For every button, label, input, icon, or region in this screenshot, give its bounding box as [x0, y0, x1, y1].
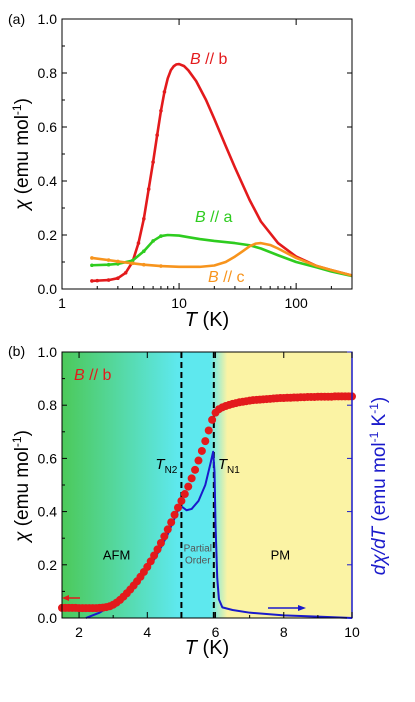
panel-b-transition-labels: TN2 TN1 — [155, 456, 240, 476]
panel-a: (a) 0.00.20.40.60.81.0 1 10 100 B // bB //… — [8, 11, 353, 331]
panel-b-chi-point-38 — [187, 474, 196, 483]
panel-a-series-line-2 — [91, 241, 353, 277]
panel-b-chi-point-42 — [201, 437, 210, 446]
panel-b-x-axis-label: T (K) — [185, 637, 229, 659]
panel-a-point-1-0 — [90, 263, 94, 268]
panel-a-y-tick-label-0: 0.0 — [38, 281, 58, 297]
panel-b-label: (b) — [8, 343, 25, 359]
panel-b-y-tick-label-1: 0.2 — [38, 557, 58, 573]
panel-b-y-tick-label-2: 0.4 — [38, 504, 58, 520]
panel-b-chi-point-30 — [160, 532, 169, 541]
panel-b-left-arrow — [62, 595, 80, 601]
panel-a-point-2-1 — [106, 258, 111, 262]
panel-a-point-2-5 — [159, 264, 163, 268]
panel-a-point-0-11 — [159, 109, 163, 113]
panel-a-point-0-3 — [116, 276, 120, 281]
panel-a-point-0-8 — [146, 187, 151, 191]
panel-a-point-0-4 — [123, 271, 128, 275]
panel-b-chi-point-40 — [194, 456, 203, 465]
panel-a-series-label-2: B // c — [208, 269, 244, 286]
panel-a-y-axis-label: χ (emu mol-1) — [10, 98, 33, 212]
panel-b-chi-point-44 — [208, 415, 217, 424]
panel-b-title: B // b — [74, 367, 111, 384]
panel-b-x-tick-label-2: 6 — [212, 624, 220, 640]
panel-b-chi-point-43 — [204, 426, 213, 435]
panel-b-chi-point-31 — [163, 525, 172, 534]
panel-a-x-axis-label: T (K) — [185, 309, 229, 331]
panel-a-series-labels: B // b B // a B // c — [190, 51, 244, 286]
panel-b-transition-label-1: TN1 — [218, 456, 240, 476]
panel-b-chi-point-34 — [174, 503, 182, 512]
panel-a-y-tick-label-4: 0.8 — [38, 65, 58, 81]
panel-b-x-tick-label-4: 10 — [344, 624, 360, 640]
panel-a-point-2-4 — [142, 262, 146, 267]
panel-b-y-ticks: 0.0 0.2 0.4 0.6 0.8 1.0 — [38, 344, 352, 626]
panel-a-series — [90, 62, 353, 283]
panel-b-chi-point-36 — [180, 490, 189, 499]
panel-a-point-1-1 — [106, 262, 111, 267]
panel-a-point-1-6 — [159, 234, 163, 238]
panel-b-chi-point-37 — [184, 482, 193, 491]
panel-a-y-tick-label-2: 0.4 — [38, 173, 58, 189]
panel-a-y-ticks: 0.0 0.2 0.4 0.6 0.8 1.0 — [38, 11, 352, 297]
panel-b-x-tick-label-1: 4 — [143, 624, 151, 640]
panel-b-region-label-1-0: Partial — [184, 544, 212, 555]
panel-a-y-tick-label-5: 1.0 — [38, 11, 58, 27]
panel-b-phase-background — [62, 352, 352, 618]
panel-b-x-ticks: 2 4 6 8 10 — [75, 352, 360, 640]
panel-a-x-tick-label-0: 1 — [58, 295, 66, 311]
panel-b-chi-point-28 — [153, 545, 162, 554]
panel-a-point-1-4 — [142, 249, 146, 253]
panel-a-point-0-0 — [90, 279, 94, 283]
panel-b-transition-label-0: TN2 — [155, 456, 177, 476]
panel-b-chi-point-41 — [197, 446, 206, 455]
panel-a-series-label-0: B // b — [190, 51, 227, 68]
panel-a-x-ticks: 1 10 100 — [58, 19, 353, 311]
panel-b-chi-point-26 — [146, 557, 155, 566]
panel-b-chi-point-27 — [150, 551, 159, 560]
panel-b-y-axis-label: χ (emu mol-1) — [10, 430, 33, 544]
panel-a-y-tick-label-3: 0.6 — [38, 119, 58, 135]
panel-a-point-0-1 — [95, 278, 100, 283]
panel-b-chi-series — [58, 392, 356, 613]
panel-a-series-line-0 — [91, 62, 353, 283]
panel-b-y-tick-label-3: 0.6 — [38, 450, 58, 466]
panel-b-y-tick-label-5: 1.0 — [38, 344, 58, 360]
panel-b-region-label-2-0: PM — [271, 547, 291, 562]
panel-b-chi-point-39 — [191, 465, 200, 474]
panel-b-y-tick-label-4: 0.8 — [38, 397, 58, 413]
panel-a-point-2-2 — [116, 259, 120, 264]
panel-a-y-tick-label-1: 0.2 — [38, 227, 58, 243]
panel-b-region-label-0-0: AFM — [103, 547, 130, 562]
panel-b-right-arrow — [268, 605, 306, 611]
panel-a-point-1-5 — [151, 239, 155, 243]
panel-b-chi-point-32 — [167, 518, 176, 527]
panel-a-x-tick-label-2: 100 — [284, 295, 308, 311]
panel-a-series-label-1: B // a — [195, 209, 232, 226]
panel-a-point-0-10 — [155, 133, 159, 137]
panel-a-point-0-9 — [151, 160, 155, 164]
panel-a-point-0-7 — [142, 217, 146, 221]
panel-a-point-2-3 — [130, 261, 135, 266]
panel-b-x-tick-label-3: 8 — [280, 624, 288, 640]
panel-b-chi-point-33 — [170, 510, 179, 519]
panel-b-right-axis-label: dχ/dT (emu mol-1 K-1) — [367, 397, 390, 575]
panel-b-chi-point-29 — [156, 538, 165, 547]
panel-b-region-label-1-1: Order — [185, 556, 211, 567]
panel-b-x-tick-label-0: 2 — [75, 624, 83, 640]
panel-a-point-0-12 — [162, 90, 167, 94]
panel-b-y-tick-label-0: 0.0 — [38, 610, 58, 626]
panel-a-point-0-2 — [106, 278, 111, 282]
panel-b-chi-point-35 — [177, 496, 186, 505]
panel-a-x-tick-label-1: 10 — [171, 295, 187, 311]
panel-a-point-1-3 — [130, 258, 135, 263]
panel-a-point-0-6 — [136, 241, 141, 245]
panel-a-label: (a) — [8, 11, 25, 27]
panel-a-point-2-0 — [90, 256, 94, 260]
panel-a-series-line-1 — [91, 233, 353, 278]
